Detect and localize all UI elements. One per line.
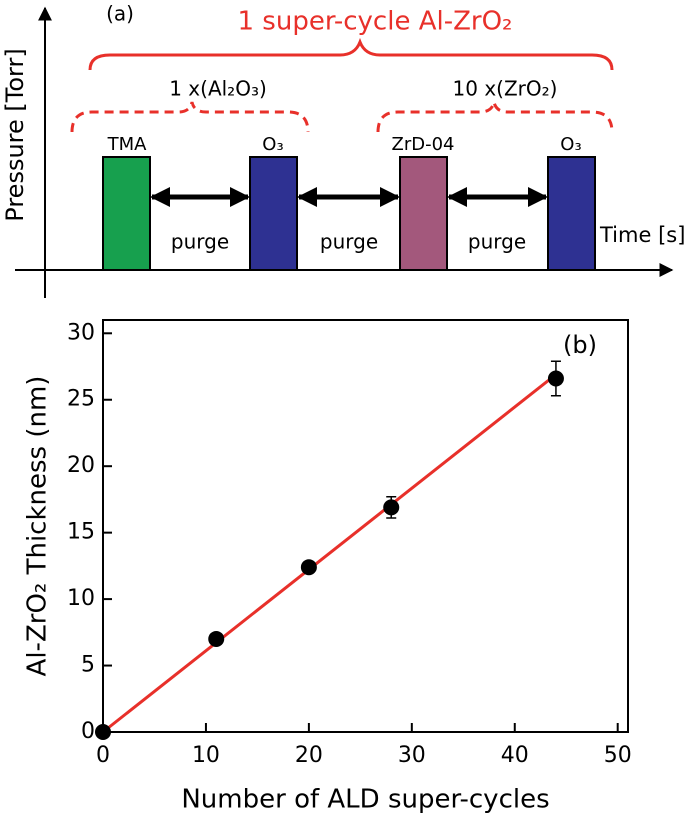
panel-b: 0 10 20 30 40 50 0 5 10 15 20 25 30 Number of ALD sup… — [23, 319, 632, 815]
group-label: 10 x(ZrO₂) — [453, 77, 558, 101]
y-tick-label: 20 — [67, 453, 95, 478]
fit-line — [102, 373, 557, 734]
y-axis-label: Al-ZrO₂ Thickness (nm) — [23, 376, 53, 677]
data-point — [547, 370, 564, 387]
data-point — [208, 630, 225, 647]
pulse-o3 — [249, 156, 298, 271]
y-axis-label: Pressure [Torr] — [1, 48, 29, 221]
x-tick-label: 0 — [96, 743, 110, 768]
pulse-label: O₃ — [560, 134, 581, 155]
pulse-zrd — [399, 156, 448, 271]
y-tick-label: 5 — [81, 653, 95, 678]
y-tick-label: 15 — [67, 520, 95, 545]
x-tick-label: 50 — [604, 743, 632, 768]
data-point — [383, 499, 400, 516]
y-tick-label: 25 — [67, 387, 95, 412]
x-tick-label: 10 — [192, 743, 220, 768]
x-tick-label: 30 — [398, 743, 426, 768]
purge-label: purge — [468, 230, 526, 254]
y-tick-label: 10 — [67, 586, 95, 611]
x-axis-label: Time [s] — [599, 223, 685, 247]
dashed-brace — [70, 101, 310, 133]
pulse-o3 — [547, 156, 596, 271]
y-tick-label: 0 — [81, 719, 95, 744]
pulse-label: TMA — [107, 134, 148, 155]
pulse-label: ZrD-04 — [392, 134, 455, 155]
dashed-brace — [376, 101, 614, 133]
y-tick-label: 30 — [67, 320, 95, 345]
super-cycle-title: 1 super-cycle Al-ZrO₂ — [238, 7, 513, 37]
plot-frame — [102, 319, 629, 733]
panel-label: (b) — [563, 331, 597, 359]
data-point — [95, 724, 111, 740]
purge-label: purge — [320, 230, 378, 254]
purge-label: purge — [171, 230, 229, 254]
panel-a: (a) 1 super-cycle Al-ZrO₂ 1 x(Al₂O₃) 10 … — [1, 2, 685, 298]
brace — [88, 37, 614, 71]
x-tick-label: 40 — [501, 743, 529, 768]
pulse-tma — [102, 156, 151, 271]
group-label: 1 x(Al₂O₃) — [169, 77, 267, 101]
panel-label: (a) — [106, 2, 134, 26]
data-point — [300, 559, 317, 576]
pulse-label: O₃ — [262, 134, 283, 155]
x-axis-label: Number of ALD super-cycles — [181, 785, 549, 815]
x-tick-label: 20 — [295, 743, 323, 768]
